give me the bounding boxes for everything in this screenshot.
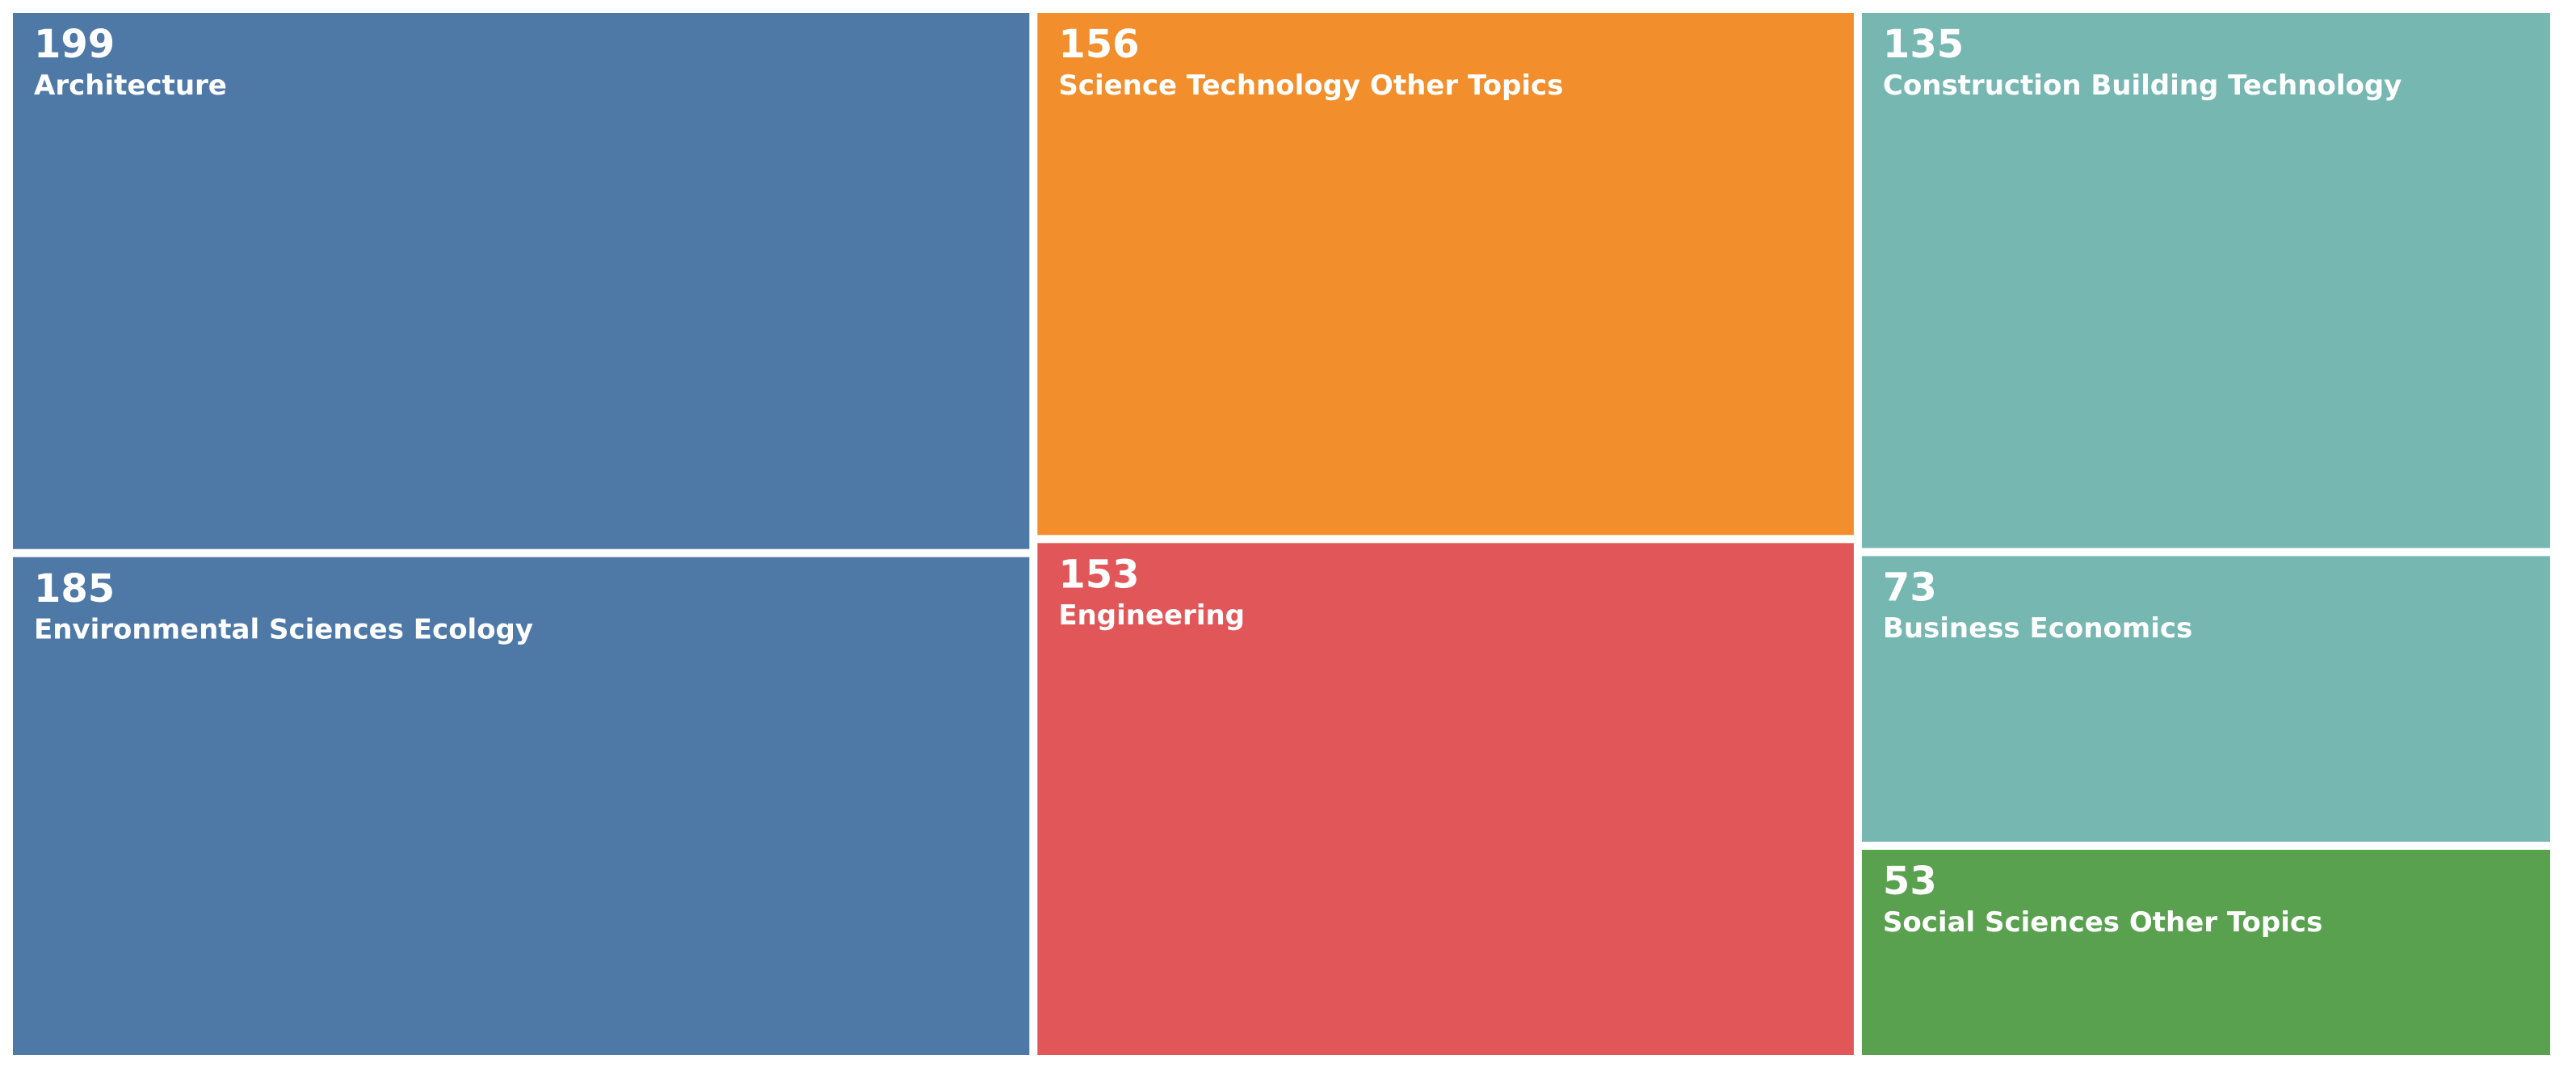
- cell-value: 199: [34, 22, 115, 67]
- treemap-cell: [1861, 850, 2550, 1055]
- cell-label: Engineering: [1058, 599, 1245, 632]
- treemap-cell: [13, 13, 1030, 549]
- cell-value: 156: [1058, 22, 1139, 67]
- treemap-cell: [1037, 13, 1854, 536]
- cell-label: Construction Building Technology: [1883, 69, 2402, 102]
- cell-label: Business Economics: [1883, 612, 2192, 645]
- cell-value: 135: [1883, 22, 1964, 67]
- cell-label: Science Technology Other Topics: [1058, 69, 1563, 102]
- cell-value: 73: [1883, 565, 1937, 611]
- cell-label: Environmental Sciences Ecology: [34, 613, 533, 645]
- cell-value: 153: [1058, 553, 1139, 598]
- treemap-cell: [1037, 543, 1854, 1055]
- treemap-cell: [1861, 556, 2550, 843]
- treemap-cell: [13, 557, 1030, 1055]
- cell-value: 53: [1883, 859, 1937, 904]
- cell-label: Social Sciences Other Topics: [1883, 906, 2322, 939]
- treemap-cell: [1861, 13, 2550, 548]
- cell-value: 185: [34, 566, 115, 611]
- cell-label: Architecture: [34, 69, 227, 102]
